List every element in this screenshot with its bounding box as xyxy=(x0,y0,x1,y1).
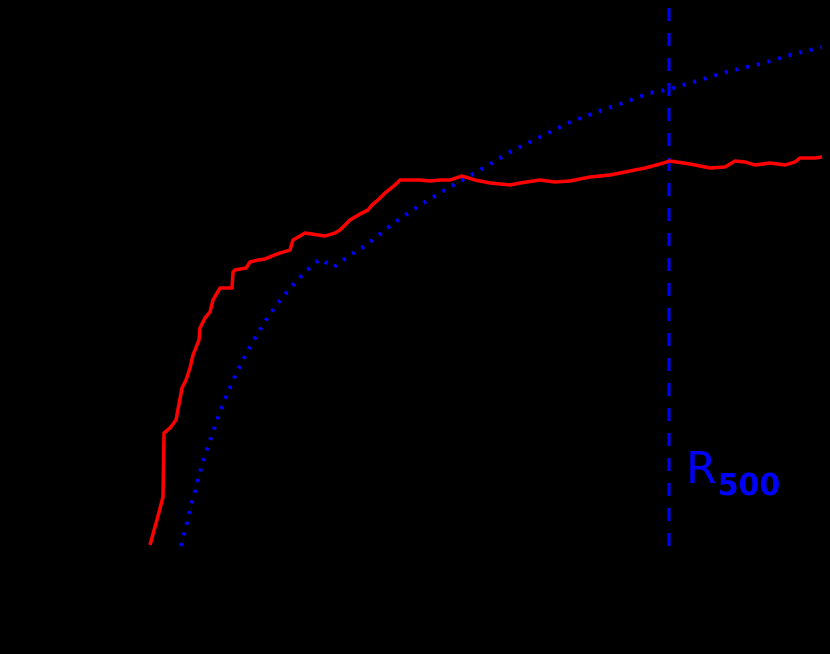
r500-label-main: R xyxy=(686,443,717,494)
r500-label: R500 xyxy=(686,447,780,501)
r500-label-subscript: 500 xyxy=(717,468,781,503)
model-profile-dotted-curve xyxy=(179,45,823,547)
measured-profile-red-curve xyxy=(148,155,823,546)
